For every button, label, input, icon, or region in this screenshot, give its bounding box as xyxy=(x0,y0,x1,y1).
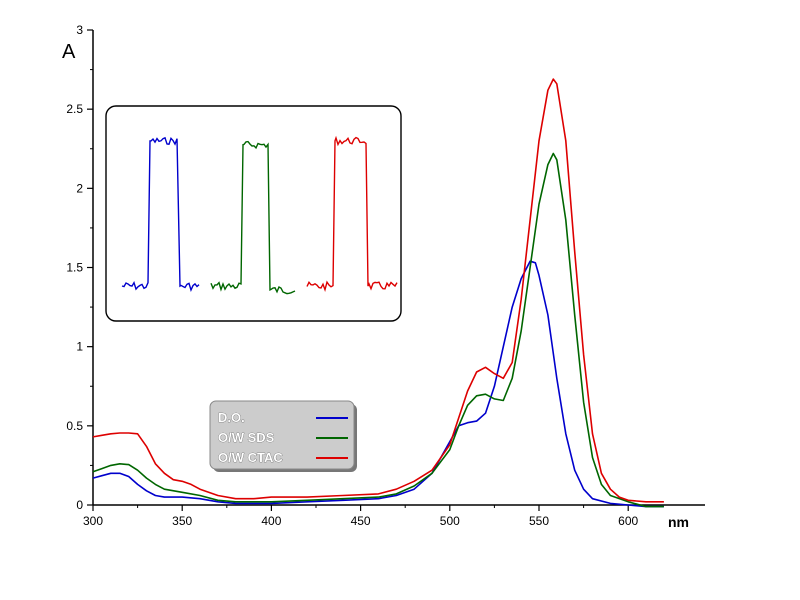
inset-trace xyxy=(306,135,398,293)
legend-label: O/W SDS xyxy=(218,430,275,445)
series-line-o-w-ctac xyxy=(92,78,664,503)
x-axis-ticks: 300 350 400 450 500 550 600 xyxy=(83,505,639,528)
legend-label: O/W CTAC xyxy=(218,450,283,465)
y-tick-label: 1.5 xyxy=(66,261,83,275)
x-tick-label: 350 xyxy=(172,514,192,528)
inset-trace xyxy=(210,140,296,295)
series-line-d-o xyxy=(92,260,664,508)
x-tick-label: 600 xyxy=(618,514,638,528)
x-tick-label: 400 xyxy=(261,514,281,528)
series-line-o-w-sds xyxy=(92,152,664,508)
x-tick-label: 450 xyxy=(351,514,371,528)
x-tick-label: 550 xyxy=(529,514,549,528)
y-tick-label: 1 xyxy=(76,340,83,354)
spectra-series xyxy=(92,78,664,508)
y-tick-label: 2 xyxy=(76,181,83,195)
inset-panel xyxy=(105,105,402,322)
x-tick-label: 500 xyxy=(440,514,460,528)
x-tick-label: 300 xyxy=(83,514,103,528)
y-tick-label: 2.5 xyxy=(66,102,83,116)
x-axis-label: nm xyxy=(668,514,689,530)
inset-trace xyxy=(121,136,200,292)
y-tick-label: 3 xyxy=(76,23,83,37)
y-tick-label: 0 xyxy=(76,498,83,512)
y-axis-ticks: 0 0.5 1 1.5 2 2.5 3 xyxy=(66,23,93,512)
y-tick-label: 0.5 xyxy=(66,419,83,433)
y-axis-label: A xyxy=(62,41,76,63)
legend: D.O. O/W SDS O/W CTAC xyxy=(209,400,357,472)
legend-label: D.O. xyxy=(218,410,245,425)
